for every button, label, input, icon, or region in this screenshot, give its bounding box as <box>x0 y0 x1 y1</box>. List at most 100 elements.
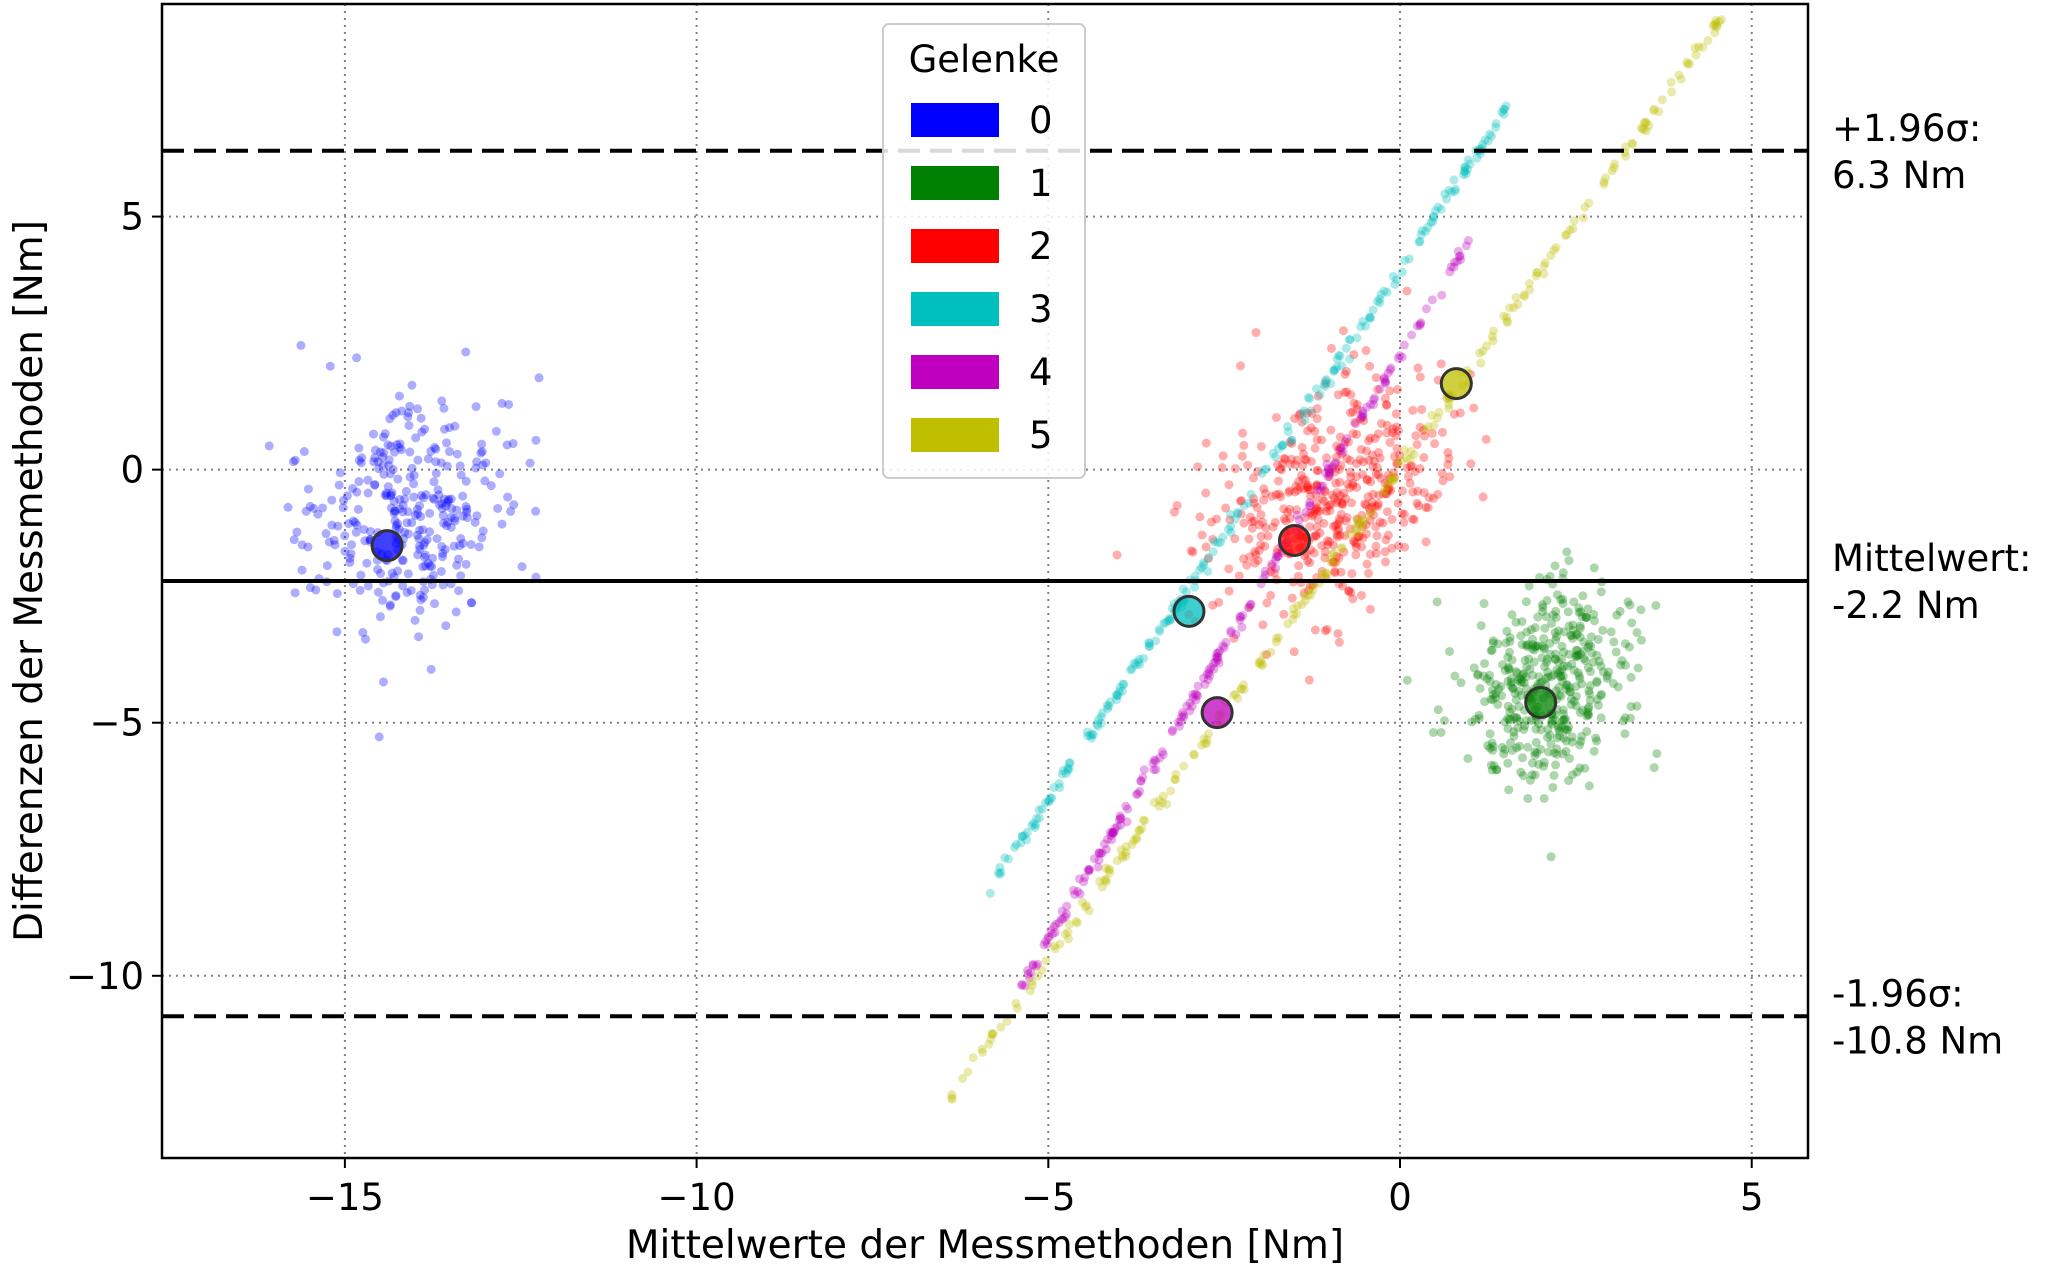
data-point-joint-3 <box>1203 566 1213 576</box>
data-point-joint-3 <box>1273 444 1283 454</box>
data-point-joint-3 <box>1426 217 1436 227</box>
data-point-joint-0 <box>452 449 462 459</box>
data-point-joint-0 <box>415 544 425 554</box>
data-point-joint-2 <box>1349 398 1359 408</box>
data-point-joint-2 <box>1387 428 1397 438</box>
data-point-joint-3 <box>1246 489 1256 499</box>
data-point-joint-3 <box>1278 440 1288 450</box>
data-point-joint-3 <box>1244 498 1254 508</box>
data-point-joint-2 <box>1355 414 1365 424</box>
data-point-joint-3 <box>1204 552 1214 562</box>
data-point-joint-0 <box>436 458 446 468</box>
data-point-joint-5 <box>1427 410 1437 420</box>
data-point-joint-2 <box>1280 454 1290 464</box>
data-point-joint-1 <box>1576 649 1586 659</box>
data-point-joint-0 <box>311 585 321 595</box>
data-point-joint-1 <box>1566 630 1576 640</box>
data-point-joint-5 <box>1322 569 1332 579</box>
data-point-joint-3 <box>1461 169 1471 179</box>
data-point-joint-4 <box>1421 304 1431 314</box>
data-point-joint-5 <box>1132 834 1142 844</box>
data-point-joint-0 <box>379 448 389 458</box>
data-point-joint-1 <box>1480 697 1490 707</box>
data-point-joint-0 <box>385 469 395 479</box>
data-point-joint-2 <box>1320 485 1330 495</box>
data-point-joint-1 <box>1519 669 1529 679</box>
data-point-joint-1 <box>1583 707 1593 717</box>
data-point-joint-5 <box>1683 59 1693 69</box>
data-point-joint-1 <box>1489 761 1499 771</box>
data-point-joint-2 <box>1285 486 1295 496</box>
data-point-joint-0 <box>418 562 428 572</box>
data-point-joint-2 <box>1349 537 1359 547</box>
data-point-joint-2 <box>1366 477 1376 487</box>
data-point-joint-2 <box>1297 442 1307 452</box>
data-point-joint-1 <box>1479 599 1489 609</box>
data-point-joint-1 <box>1589 563 1599 573</box>
data-point-joint-2 <box>1365 549 1375 559</box>
data-point-joint-3 <box>1298 409 1308 419</box>
data-point-joint-0 <box>404 420 414 430</box>
data-point-joint-0 <box>470 517 480 527</box>
data-point-joint-5 <box>1710 28 1720 38</box>
data-point-joint-5 <box>1636 123 1646 133</box>
data-point-joint-2 <box>1352 514 1362 524</box>
data-point-joint-2 <box>1225 515 1235 525</box>
data-point-joint-3 <box>1041 798 1051 808</box>
data-point-joint-1 <box>1505 715 1515 725</box>
data-point-joint-5 <box>1154 795 1164 805</box>
data-point-joint-1 <box>1543 747 1553 757</box>
data-point-joint-5 <box>1118 850 1128 860</box>
data-point-joint-1 <box>1596 587 1606 597</box>
data-point-joint-1 <box>1505 738 1515 748</box>
data-point-joint-3 <box>1345 354 1355 364</box>
data-point-joint-0 <box>444 494 454 504</box>
data-point-joint-2 <box>1301 455 1311 465</box>
data-point-joint-3 <box>1373 296 1383 306</box>
data-point-joint-2 <box>1367 450 1377 460</box>
data-point-joint-0 <box>439 424 449 434</box>
data-point-joint-4 <box>1192 690 1202 700</box>
data-point-joint-0 <box>531 435 541 445</box>
data-point-joint-3 <box>1030 820 1040 830</box>
data-point-joint-3 <box>1305 394 1315 404</box>
data-point-joint-1 <box>1552 632 1562 642</box>
data-point-joint-4 <box>1193 681 1203 691</box>
data-point-joint-2 <box>1365 361 1375 371</box>
data-point-joint-2 <box>1251 328 1261 338</box>
data-point-joint-4 <box>1116 820 1126 830</box>
data-point-joint-5 <box>1140 816 1150 826</box>
data-point-joint-2 <box>1317 494 1327 504</box>
data-point-joint-3 <box>1218 532 1228 542</box>
data-point-joint-3 <box>1361 321 1371 331</box>
data-point-joint-1 <box>1574 671 1584 681</box>
data-point-joint-5 <box>1405 454 1415 464</box>
data-point-joint-4 <box>1093 862 1103 872</box>
data-point-joint-3 <box>1444 185 1454 195</box>
data-point-joint-4 <box>1094 855 1104 865</box>
data-point-joint-0 <box>363 475 373 485</box>
data-point-joint-5 <box>996 1022 1006 1032</box>
data-point-joint-1 <box>1579 637 1589 647</box>
data-point-joint-4 <box>1190 689 1200 699</box>
data-point-joint-1 <box>1585 689 1595 699</box>
data-point-joint-4 <box>1062 909 1072 919</box>
data-point-joint-0 <box>428 570 438 580</box>
data-point-joint-3 <box>1103 704 1113 714</box>
legend-swatch-0 <box>911 103 999 137</box>
data-point-joint-1 <box>1524 654 1534 664</box>
data-point-joint-0 <box>458 491 468 501</box>
data-point-joint-5 <box>987 1030 997 1040</box>
data-point-joint-1 <box>1528 634 1538 644</box>
data-point-joint-5 <box>1478 346 1488 356</box>
data-point-joint-2 <box>1361 529 1371 539</box>
data-point-joint-3 <box>1375 298 1385 308</box>
data-point-joint-2 <box>1292 455 1302 465</box>
data-point-joint-5 <box>1082 901 1092 911</box>
data-point-joint-0 <box>454 554 464 564</box>
data-point-joint-2 <box>1466 459 1476 469</box>
data-point-joint-2 <box>1421 537 1431 547</box>
data-point-joint-3 <box>1379 286 1389 296</box>
mean-label-title: Mittelwert: <box>1832 537 2031 580</box>
